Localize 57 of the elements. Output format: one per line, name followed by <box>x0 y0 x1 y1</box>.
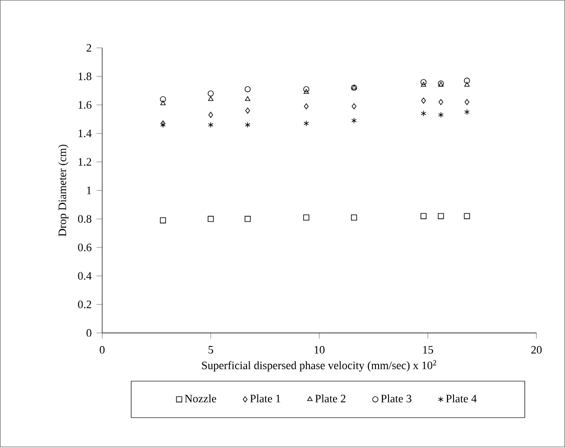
y-tick-label: 0.8 <box>78 215 92 223</box>
point <box>464 99 470 106</box>
legend-label: Plate 3 <box>380 394 412 402</box>
point <box>208 216 214 222</box>
y-tick-label: 1.8 <box>78 72 92 80</box>
point <box>438 99 444 106</box>
point <box>303 214 310 220</box>
point <box>420 79 427 86</box>
y-tick-label: 1.6 <box>78 101 92 109</box>
y-axis-title: Drop Diameter (cm) <box>58 144 68 236</box>
point <box>245 122 250 128</box>
point <box>208 112 214 118</box>
point <box>160 96 166 102</box>
legend-label: Nozzle <box>184 394 216 402</box>
x-axis-title: Superficial dispersed phase velocity (mm/sec) x 10$^{2}$ <box>202 360 436 372</box>
point <box>420 82 426 87</box>
point <box>160 217 166 224</box>
point <box>420 110 426 116</box>
point <box>464 82 470 87</box>
point <box>208 122 214 128</box>
point <box>351 118 357 124</box>
legend-label: Plate 4 <box>446 394 477 402</box>
y-tick-label: 1.2 <box>78 158 92 166</box>
y-tick-label: 1 <box>87 186 92 194</box>
y-tick-label: 2 <box>86 44 92 52</box>
point <box>464 78 470 84</box>
point <box>304 120 309 126</box>
y-tick-label: 1.4 <box>78 130 92 138</box>
point <box>244 216 251 222</box>
y-tick-label: 0 <box>86 329 92 337</box>
x-tick-label: 20 <box>531 346 542 354</box>
x-tick-label: 5 <box>208 346 214 354</box>
point <box>438 112 444 118</box>
point <box>303 86 310 92</box>
legend-label: Plate 1 <box>250 394 280 402</box>
point <box>245 108 250 114</box>
point <box>160 100 166 106</box>
point <box>304 89 309 94</box>
point <box>420 213 427 220</box>
point <box>464 108 470 115</box>
point <box>208 90 214 96</box>
x-tick-label: 10 <box>314 346 325 354</box>
y-tick-label: 0.6 <box>78 244 92 252</box>
point <box>208 96 214 101</box>
point <box>351 214 358 220</box>
point <box>464 213 470 220</box>
point <box>244 86 251 92</box>
y-tick-label: 0.2 <box>78 300 92 308</box>
x-tick-label: 0 <box>100 346 105 354</box>
y-tick-label: 0.4 <box>78 272 92 280</box>
point <box>304 103 309 110</box>
point <box>245 96 250 101</box>
point <box>352 103 356 110</box>
point <box>421 98 426 104</box>
x-tick-label: 15 <box>423 346 434 354</box>
legend-label: Plate 2 <box>315 394 346 402</box>
point <box>438 213 444 220</box>
